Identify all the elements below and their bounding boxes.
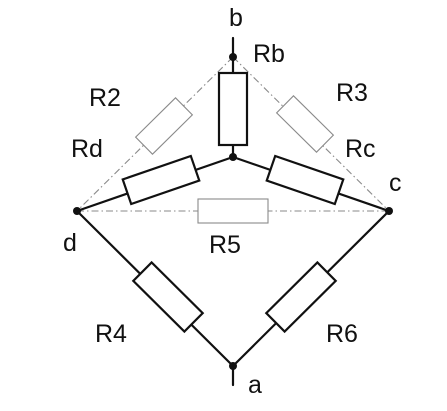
node-a-label: a — [248, 371, 262, 399]
resistor-rb-body — [217, 71, 249, 147]
node-d-label: d — [63, 229, 77, 257]
resistor-r6-body — [264, 260, 338, 334]
resistor-rb-label: Rb — [253, 40, 285, 68]
nodes — [73, 53, 393, 370]
node-d-dot — [73, 207, 81, 215]
resistor-r5-label: R5 — [209, 231, 241, 259]
star-network — [75, 36, 391, 213]
resistor-r4-label: R4 — [95, 320, 127, 348]
resistor-r3-body — [275, 95, 335, 153]
node-c-label: c — [389, 169, 402, 197]
delta-network — [76, 56, 390, 224]
lower-branches — [75, 209, 391, 387]
node-a-dot — [229, 362, 237, 370]
node-b-label: b — [229, 4, 243, 32]
resistor-r2-body — [134, 97, 194, 155]
resistor-r6-label: R6 — [326, 320, 358, 348]
resistor-rd-label: Rd — [71, 135, 103, 163]
resistor-rd-body — [121, 154, 201, 206]
node-center-dot — [229, 153, 237, 161]
resistor-r5-body — [197, 198, 269, 224]
resistor-r3-label: R3 — [336, 79, 368, 107]
resistor-rc-label: Rc — [345, 135, 376, 163]
resistor-r2-label: R2 — [89, 84, 121, 112]
resistor-rc-body — [265, 154, 345, 206]
node-c-dot — [385, 207, 393, 215]
labels: b a c d Rb Rd Rc R2 R3 R5 R4 R6 — [63, 4, 402, 399]
resistor-r4-body — [131, 260, 205, 334]
node-b-dot — [229, 53, 237, 61]
